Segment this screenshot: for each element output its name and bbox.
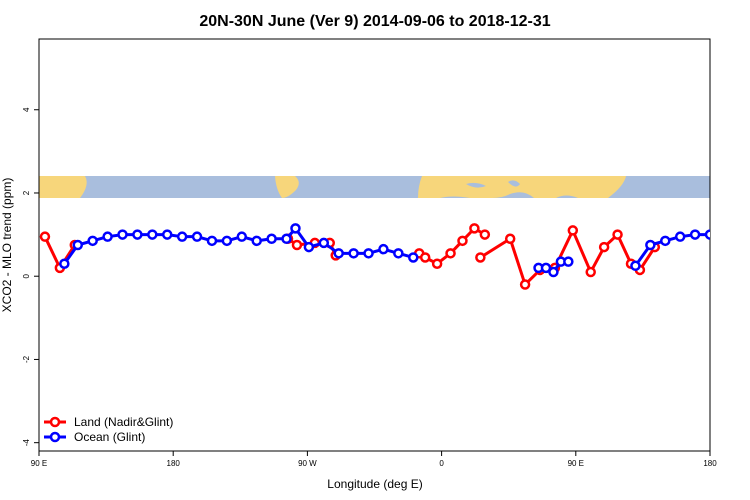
series-land <box>39 223 661 290</box>
series-ocean-point <box>147 229 158 240</box>
series-ocean-point <box>704 229 710 240</box>
x-tick-label: 180 <box>167 459 181 468</box>
series-ocean-point <box>563 256 574 267</box>
series-ocean-point <box>221 235 233 247</box>
series-land-point <box>567 225 579 236</box>
series-land-point <box>431 258 443 269</box>
series-ocean-point <box>674 231 686 242</box>
chart-title: 20N-30N June (Ver 9) 2014-09-06 to 2018-… <box>199 13 550 30</box>
series-ocean-point <box>281 233 292 245</box>
series-land-point <box>291 239 303 251</box>
series-ocean-point <box>689 229 701 240</box>
y-axis: -4 -2 0 2 4 <box>22 107 39 446</box>
series-ocean-point <box>132 229 143 240</box>
series-land-point <box>475 252 486 263</box>
map-band-land <box>39 176 626 198</box>
y-tick-label: 2 <box>22 190 31 195</box>
map-band <box>39 176 710 198</box>
y-tick-label: 0 <box>22 273 31 278</box>
series-ocean-point <box>236 231 248 242</box>
x-tick-label: 90 W <box>298 459 317 468</box>
series-land-point <box>612 229 623 240</box>
legend-item-ocean: Ocean (Glint) <box>44 430 145 444</box>
series-ocean-point <box>290 223 301 234</box>
plot-frame <box>38 38 711 452</box>
series-ocean-point <box>176 231 188 242</box>
y-tick-label: -4 <box>22 439 31 447</box>
series-ocean-point <box>318 237 330 249</box>
legend-item-land: Land (Nadir&Glint) <box>44 415 173 429</box>
x-axis-label: Longitude (deg E) <box>327 477 422 491</box>
series-land-point <box>419 252 431 263</box>
series-ocean-point <box>630 260 641 272</box>
series-ocean-point <box>363 248 374 259</box>
series-ocean-point <box>72 239 84 251</box>
series-land-point <box>479 229 491 240</box>
legend: Land (Nadir&Glint) Ocean (Glint) <box>44 415 173 444</box>
x-tick-label: 90 E <box>31 459 47 468</box>
y-tick-label: 4 <box>22 107 31 112</box>
series-ocean-point <box>540 262 552 274</box>
series-ocean-point <box>59 258 70 269</box>
x-tick-label: 180 <box>703 459 717 468</box>
x-tick-label: 0 <box>439 459 444 468</box>
series-land-point <box>469 223 480 234</box>
series-ocean-point <box>161 229 173 240</box>
series-land-point <box>504 233 516 245</box>
y-axis-label: XCO2 - MLO trend (ppm) <box>0 178 14 313</box>
series-ocean-point <box>645 239 656 251</box>
series-land-point <box>585 266 596 278</box>
series-ocean-point <box>393 248 404 259</box>
series-land-point <box>445 248 456 259</box>
series-ocean-point <box>378 243 389 255</box>
legend-label-ocean: Ocean (Glint) <box>74 430 145 444</box>
series-ocean-point <box>303 241 315 253</box>
series-land-point <box>457 235 468 247</box>
series-ocean-point <box>333 248 344 259</box>
series-layer <box>39 223 710 290</box>
series-ocean-point <box>548 266 559 278</box>
series-ocean-point <box>87 235 98 247</box>
series-land-point <box>39 231 51 242</box>
series-ocean-point <box>266 233 277 245</box>
series-ocean-point <box>117 229 128 240</box>
series-ocean-point <box>206 235 218 247</box>
series-land-point <box>598 241 610 253</box>
y-tick-label: -2 <box>22 355 31 363</box>
x-axis: 90 E 180 90 W 0 90 E 180 <box>31 451 717 468</box>
series-ocean-point <box>408 252 419 263</box>
series-ocean-point <box>251 235 262 247</box>
series-ocean <box>59 223 710 278</box>
legend-label-land: Land (Nadir&Glint) <box>74 415 173 429</box>
x-tick-label: 90 E <box>568 459 584 468</box>
series-ocean-point <box>660 235 671 247</box>
series-land-point <box>519 279 531 290</box>
series-ocean-point <box>348 248 359 259</box>
map-band-ocean-patches <box>466 180 520 188</box>
series-ocean-point <box>191 231 203 242</box>
series-ocean-point <box>102 231 113 242</box>
